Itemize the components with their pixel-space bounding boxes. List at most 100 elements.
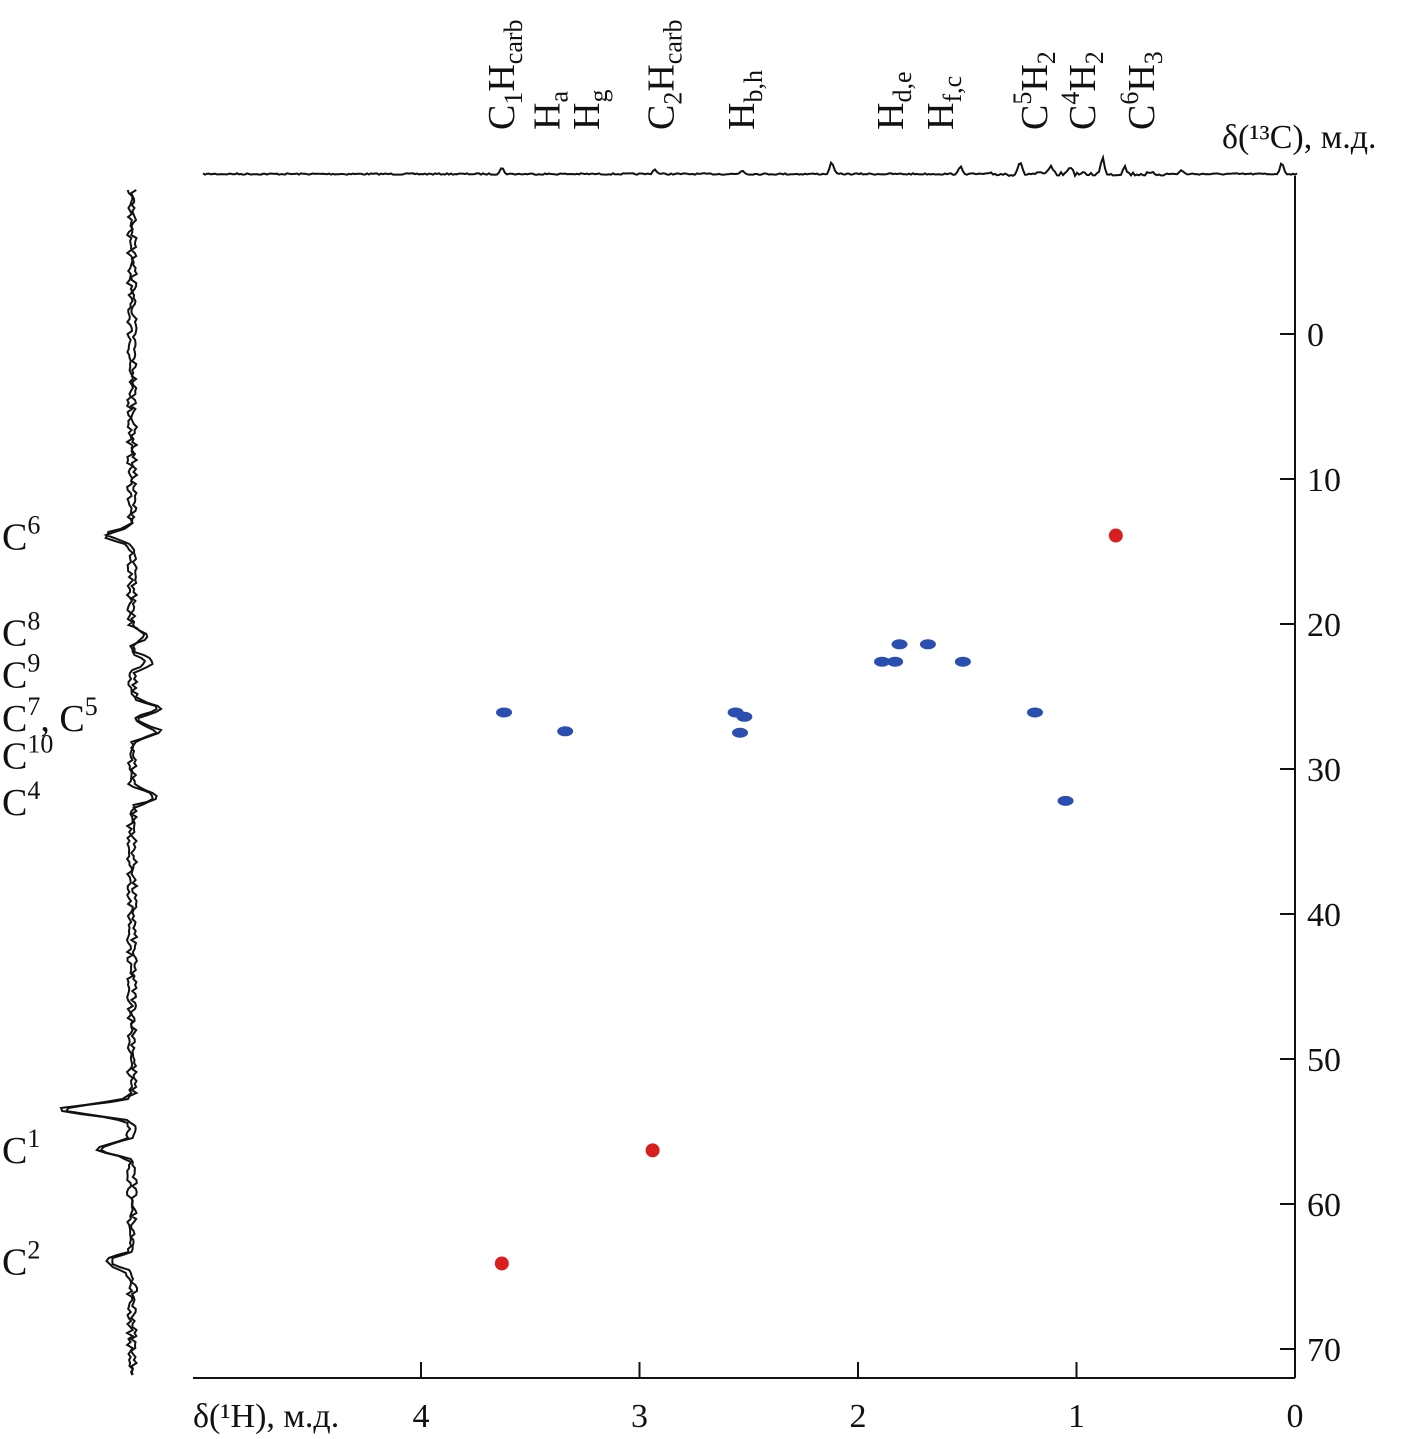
label-part: H [920, 103, 962, 130]
label-part: 3 [1139, 51, 1168, 64]
negative-cross-peak [557, 726, 574, 737]
label-part: 1 [27, 1124, 40, 1153]
label-part: 1 [499, 92, 528, 105]
carbon-peak-label: C8​ [2, 606, 40, 654]
label-part: C [2, 517, 27, 559]
label-part: 10 [27, 730, 53, 759]
y-tick-label: 40 [1307, 897, 1341, 934]
proton-peak-label: Hf,c​ [920, 76, 967, 130]
y-tick-label: 20 [1307, 607, 1341, 644]
label-part: 8 [27, 606, 40, 635]
projections [59, 153, 1298, 1376]
carbon-peak-label: C6​ [2, 511, 40, 559]
negative-cross-peak [919, 639, 936, 650]
label-part: 6 [27, 511, 40, 540]
positive-cross-peak [1108, 528, 1123, 543]
label-part: 2 [1032, 51, 1061, 64]
cross-peaks [494, 528, 1123, 1271]
label-part: C [2, 612, 27, 654]
peak-labels: C1​Hcarb​Ha​Hg​ C2​Hcarb​ Hb,h​ Hd,e​Hf,c​ C… [2, 19, 1168, 1283]
y-tick-label: 10 [1307, 462, 1341, 499]
y-tick-label: 0 [1307, 317, 1324, 354]
label-part: carb [499, 19, 528, 64]
negative-cross-peak [736, 711, 753, 722]
label-part: H [721, 103, 763, 130]
carbon-projection-trace [59, 189, 159, 1376]
label-part: C [481, 105, 523, 130]
label-part: H [1014, 64, 1056, 91]
label-part: C [1062, 105, 1104, 130]
label-part: H [870, 103, 912, 130]
carbon-projection-trace-outline [64, 189, 163, 1376]
carbon-peak-label: C10​ [2, 730, 53, 778]
negative-cross-peak [496, 707, 513, 718]
label-part: H [527, 103, 569, 130]
negative-cross-peak [874, 656, 891, 667]
carbon-peak-label: C2​ [2, 1236, 40, 1284]
label-part: C [640, 105, 682, 130]
label-part: H [640, 64, 682, 91]
label-part: C [1014, 105, 1056, 130]
label-part: 2 [658, 92, 687, 105]
label-part: g [584, 90, 613, 103]
label-part: H [1121, 64, 1163, 91]
label-part: H [1062, 64, 1104, 91]
proton-peak-label: C1​Hcarb​ [481, 19, 528, 130]
x-tick-label: 4 [413, 1398, 430, 1435]
y-tick-label: 50 [1307, 1042, 1341, 1079]
y-axis-label: δ(¹³C), м.д. [1222, 119, 1377, 156]
label-part: carb [658, 19, 687, 64]
x-tick-label: 0 [1287, 1398, 1304, 1435]
label-part: C [2, 1242, 27, 1284]
y-tick-label: 60 [1307, 1187, 1341, 1224]
label-part: 6 [1115, 92, 1144, 105]
label-part: H [481, 64, 523, 91]
negative-cross-peak [954, 656, 971, 667]
negative-cross-peak [1026, 707, 1043, 718]
y-tick-label: 30 [1307, 752, 1341, 789]
label-part: 5 [85, 692, 98, 721]
y-tick-label: 70 [1307, 1332, 1341, 1369]
x-tick-label: 1 [1068, 1398, 1085, 1435]
label-part: C [2, 736, 27, 778]
label-part: a [545, 91, 574, 103]
proton-peak-label: C6​H3​ [1115, 51, 1168, 130]
label-part: 7 [27, 692, 40, 721]
label-part: C [2, 1130, 27, 1172]
negative-cross-peak [891, 639, 908, 650]
label-part: b,h [739, 70, 768, 103]
label-part: 9 [27, 648, 40, 677]
x-tick-label: 3 [631, 1398, 648, 1435]
negative-cross-peak [887, 656, 904, 667]
label-part: , C [40, 698, 84, 740]
proton-peak-label: Hg​ [566, 90, 613, 130]
proton-peak-label: Ha​ [527, 91, 574, 130]
label-part: C [2, 782, 27, 824]
label-part: 4 [27, 776, 40, 805]
negative-cross-peak [1057, 795, 1074, 806]
carbon-peak-label: C7​, C5​ [2, 692, 98, 740]
carbon-peak-label: C1​ [2, 1124, 40, 1172]
label-part: 2 [1080, 51, 1109, 64]
proton-peak-label: Hd,e​ [870, 72, 917, 131]
proton-peak-label: C5​H2​ [1008, 51, 1061, 130]
label-part: f,c [938, 76, 967, 103]
proton-peak-label: Hb,h​ [721, 70, 768, 130]
label-part: C [2, 698, 27, 740]
label-part: H [566, 103, 608, 130]
negative-cross-peak [732, 727, 749, 738]
label-part: 2 [27, 1236, 40, 1265]
carbon-peak-label: C9​ [2, 648, 40, 696]
x-tick-label: 2 [850, 1398, 867, 1435]
positive-cross-peak [494, 1256, 509, 1271]
label-part: d,e [888, 72, 917, 103]
label-part: C [2, 654, 27, 696]
label-part: C [1121, 105, 1163, 130]
label-part: 4 [1056, 92, 1085, 105]
proton-peak-label: C4​H2​ [1056, 51, 1109, 130]
proton-projection-trace [202, 153, 1298, 179]
positive-cross-peak [645, 1143, 660, 1158]
proton-peak-label: C2​Hcarb​ [640, 19, 687, 130]
